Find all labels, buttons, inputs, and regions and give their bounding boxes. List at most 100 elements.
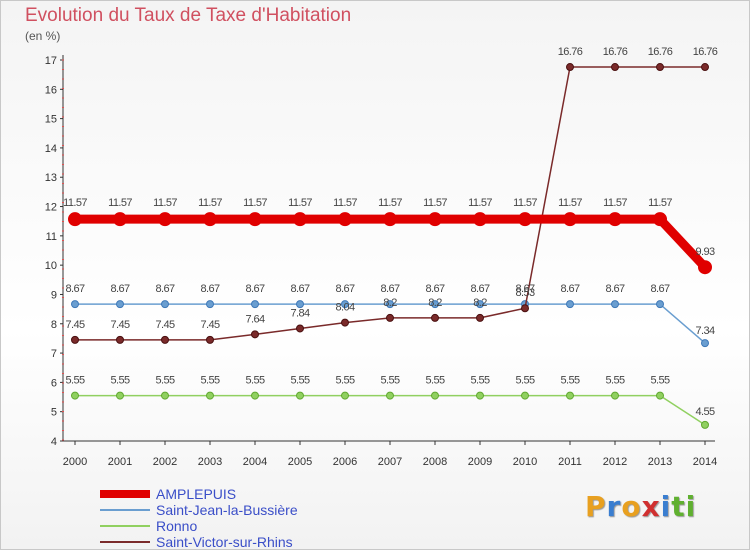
data-point-0 <box>698 260 712 275</box>
x-tick-label: 2007 <box>378 456 402 468</box>
data-label: 7.84 <box>290 307 309 319</box>
data-point-2 <box>566 391 574 400</box>
data-label: 5.55 <box>335 375 354 387</box>
x-tick-label: 2006 <box>333 456 357 468</box>
data-point-1 <box>296 300 304 309</box>
data-label: 8.67 <box>65 283 84 295</box>
logo-letter: i <box>685 490 697 523</box>
data-label: 5.55 <box>605 375 624 387</box>
data-point-2 <box>71 391 79 400</box>
data-point-1 <box>206 300 214 309</box>
data-point-2 <box>386 391 394 400</box>
data-label: 11.57 <box>558 197 582 209</box>
data-label: 11.57 <box>513 197 537 209</box>
data-label: 8.04 <box>335 302 354 314</box>
data-label: 8.67 <box>335 283 354 295</box>
data-label: 5.55 <box>515 375 534 387</box>
data-label: 5.55 <box>380 375 399 387</box>
data-point-2 <box>521 391 529 400</box>
data-label: 7.34 <box>695 325 714 337</box>
data-label: 4.55 <box>695 406 714 418</box>
data-label: 11.57 <box>108 197 132 209</box>
y-tick-label: 17 <box>45 55 57 67</box>
data-point-2 <box>611 391 619 400</box>
data-point-3 <box>611 63 619 72</box>
logo-letter: o <box>621 490 642 523</box>
legend-item: Ronno <box>100 518 360 534</box>
chart-unit-label: (en %) <box>25 29 61 43</box>
y-tick-label: 15 <box>45 114 57 126</box>
y-tick-label: 8 <box>51 319 57 331</box>
data-label: 8.67 <box>290 283 309 295</box>
legend-label: Ronno <box>156 518 198 534</box>
data-label: 11.57 <box>63 197 87 209</box>
data-label: 8.67 <box>515 283 534 295</box>
data-label: 5.55 <box>110 375 129 387</box>
data-point-0 <box>68 212 82 227</box>
data-label: 5.55 <box>65 375 84 387</box>
data-label: 8.2 <box>428 297 442 309</box>
data-label: 11.57 <box>153 197 177 209</box>
data-label: 11.57 <box>378 197 402 209</box>
data-point-2 <box>476 391 484 400</box>
y-tick-label: 9 <box>51 289 57 301</box>
data-label: 5.55 <box>200 375 219 387</box>
legend-item: Saint-Jean-la-Bussière <box>100 502 360 518</box>
x-tick-label: 2005 <box>288 456 312 468</box>
data-label: 8.67 <box>245 283 264 295</box>
data-point-1 <box>386 300 394 309</box>
data-point-1 <box>611 300 619 309</box>
data-label: 11.57 <box>468 197 492 209</box>
data-point-1 <box>161 300 169 309</box>
x-tick-label: 2012 <box>603 456 627 468</box>
logo-letter: t <box>671 490 686 523</box>
x-tick-label: 2014 <box>693 456 717 468</box>
legend-swatch <box>100 518 150 534</box>
x-tick-label: 2011 <box>558 456 582 468</box>
data-label: 9.93 <box>695 246 714 258</box>
y-tick-label: 4 <box>51 436 57 448</box>
data-point-0 <box>248 212 262 227</box>
proxiti-logo: Proxiti <box>585 490 696 523</box>
data-point-0 <box>653 212 667 227</box>
data-point-3 <box>386 313 394 322</box>
data-point-1 <box>701 339 709 348</box>
data-label: 8.67 <box>650 283 669 295</box>
data-label: 8.67 <box>605 283 624 295</box>
data-point-0 <box>113 212 127 227</box>
x-tick-label: 2013 <box>648 456 672 468</box>
data-label: 11.57 <box>603 197 627 209</box>
x-tick-label: 2002 <box>153 456 177 468</box>
legend-swatch <box>100 534 150 550</box>
data-label: 8.53 <box>515 287 534 299</box>
x-tick-label: 2003 <box>198 456 222 468</box>
data-label: 5.55 <box>560 375 579 387</box>
data-point-3 <box>206 335 214 344</box>
legend-swatch <box>100 502 150 518</box>
y-tick-label: 7 <box>51 348 57 360</box>
data-label: 16.76 <box>558 46 583 58</box>
y-tick-label: 5 <box>51 407 57 419</box>
x-tick-label: 2004 <box>243 456 267 468</box>
data-point-3 <box>116 335 124 344</box>
data-point-2 <box>296 391 304 400</box>
data-point-3 <box>701 63 709 72</box>
data-point-0 <box>473 212 487 227</box>
x-tick-label: 2000 <box>63 456 87 468</box>
data-point-2 <box>161 391 169 400</box>
data-label: 8.67 <box>155 283 174 295</box>
data-point-1 <box>251 300 259 309</box>
data-label: 11.57 <box>198 197 222 209</box>
data-point-2 <box>206 391 214 400</box>
data-label: 8.67 <box>200 283 219 295</box>
data-point-3 <box>71 335 79 344</box>
legend-label: Saint-Jean-la-Bussière <box>156 502 298 518</box>
data-label: 11.57 <box>288 197 312 209</box>
data-point-0 <box>338 212 352 227</box>
data-point-3 <box>161 335 169 344</box>
y-tick-label: 16 <box>45 84 57 96</box>
line-chart: 4 5 6 7 8 9 10 11 12 13 14 15 16 17 2000 2001 2002 2003 20… <box>45 46 719 468</box>
data-point-1 <box>116 300 124 309</box>
data-point-0 <box>563 212 577 227</box>
